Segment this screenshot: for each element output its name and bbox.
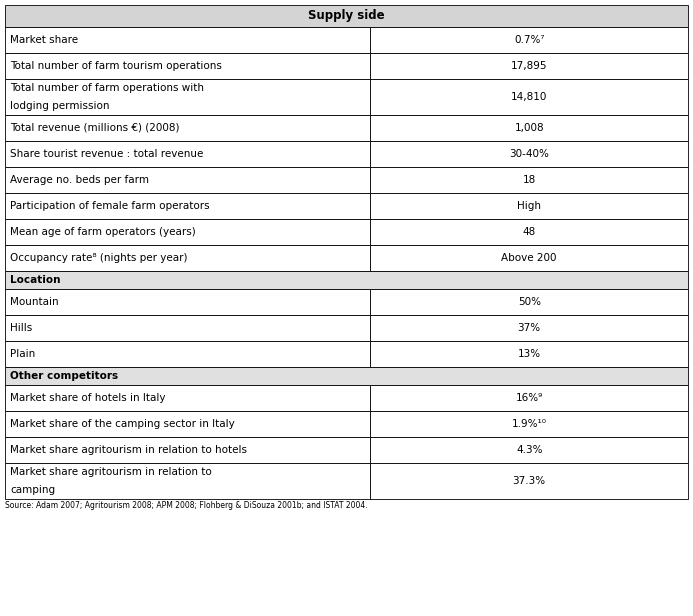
Bar (5, 463, 370, 499)
Text: Mean age of farm operators (years): Mean age of farm operators (years) (10, 227, 195, 237)
Bar (370, 411, 688, 437)
Bar (370, 79, 688, 115)
Text: Location: Location (10, 275, 60, 285)
Text: 0.7%⁷: 0.7%⁷ (514, 35, 545, 45)
Text: 1,008: 1,008 (514, 123, 544, 133)
Text: 14,810: 14,810 (511, 92, 547, 102)
Text: 37.3%: 37.3% (513, 476, 546, 486)
Bar (370, 289, 688, 315)
Bar (5, 271, 688, 289)
Text: Market share of hotels in Italy: Market share of hotels in Italy (10, 393, 166, 403)
Text: Participation of female farm operators: Participation of female farm operators (10, 201, 209, 211)
Bar (5, 167, 370, 193)
Text: Average no. beds per farm: Average no. beds per farm (10, 175, 149, 185)
Text: lodging permission: lodging permission (10, 102, 109, 111)
Text: 37%: 37% (518, 323, 541, 333)
Text: 1.9%¹⁰: 1.9%¹⁰ (511, 419, 547, 429)
Text: Market share agritourism in relation to hotels: Market share agritourism in relation to … (10, 445, 247, 455)
Bar (370, 219, 688, 245)
Text: Share tourist revenue : total revenue: Share tourist revenue : total revenue (10, 149, 203, 159)
Bar (5, 115, 370, 141)
Text: Supply side: Supply side (308, 9, 385, 23)
Text: Above 200: Above 200 (502, 253, 557, 263)
Text: 50%: 50% (518, 297, 541, 307)
Text: 48: 48 (523, 227, 536, 237)
Text: Total number of farm operations with: Total number of farm operations with (10, 83, 204, 92)
Bar (370, 115, 688, 141)
Text: 16%⁹: 16%⁹ (516, 393, 543, 403)
Bar (5, 79, 370, 115)
Bar (5, 289, 370, 315)
Bar (370, 167, 688, 193)
Bar (370, 315, 688, 341)
Bar (5, 5, 688, 27)
Text: High: High (517, 201, 541, 211)
Text: 4.3%: 4.3% (516, 445, 543, 455)
Bar (5, 367, 688, 385)
Bar (5, 385, 370, 411)
Text: 13%: 13% (518, 349, 541, 359)
Text: Market share: Market share (10, 35, 78, 45)
Bar (370, 437, 688, 463)
Text: Other competitors: Other competitors (10, 371, 118, 381)
Bar (5, 53, 370, 79)
Bar (5, 245, 370, 271)
Bar (5, 219, 370, 245)
Text: Occupancy rate⁸ (nights per year): Occupancy rate⁸ (nights per year) (10, 253, 188, 263)
Text: Mountain: Mountain (10, 297, 59, 307)
Bar (5, 193, 370, 219)
Bar (5, 411, 370, 437)
Bar (370, 341, 688, 367)
Bar (5, 141, 370, 167)
Text: Total number of farm tourism operations: Total number of farm tourism operations (10, 61, 222, 71)
Bar (5, 27, 370, 53)
Bar (5, 315, 370, 341)
Bar (5, 341, 370, 367)
Text: Market share agritourism in relation to: Market share agritourism in relation to (10, 467, 212, 477)
Bar (370, 53, 688, 79)
Text: 18: 18 (523, 175, 536, 185)
Text: camping: camping (10, 485, 55, 495)
Text: Source: Adam 2007; Agritourism 2008; APM 2008; Flohberg & DiSouza 2001b; and IST: Source: Adam 2007; Agritourism 2008; APM… (5, 501, 367, 511)
Bar (370, 245, 688, 271)
Bar (370, 27, 688, 53)
Text: Hills: Hills (10, 323, 33, 333)
Text: 30-40%: 30-40% (509, 149, 549, 159)
Bar (370, 193, 688, 219)
Bar (370, 141, 688, 167)
Bar (370, 463, 688, 499)
Text: 17,895: 17,895 (511, 61, 547, 71)
Bar (370, 385, 688, 411)
Text: Market share of the camping sector in Italy: Market share of the camping sector in It… (10, 419, 235, 429)
Text: Plain: Plain (10, 349, 35, 359)
Bar (5, 437, 370, 463)
Text: Total revenue (millions €) (2008): Total revenue (millions €) (2008) (10, 123, 179, 133)
